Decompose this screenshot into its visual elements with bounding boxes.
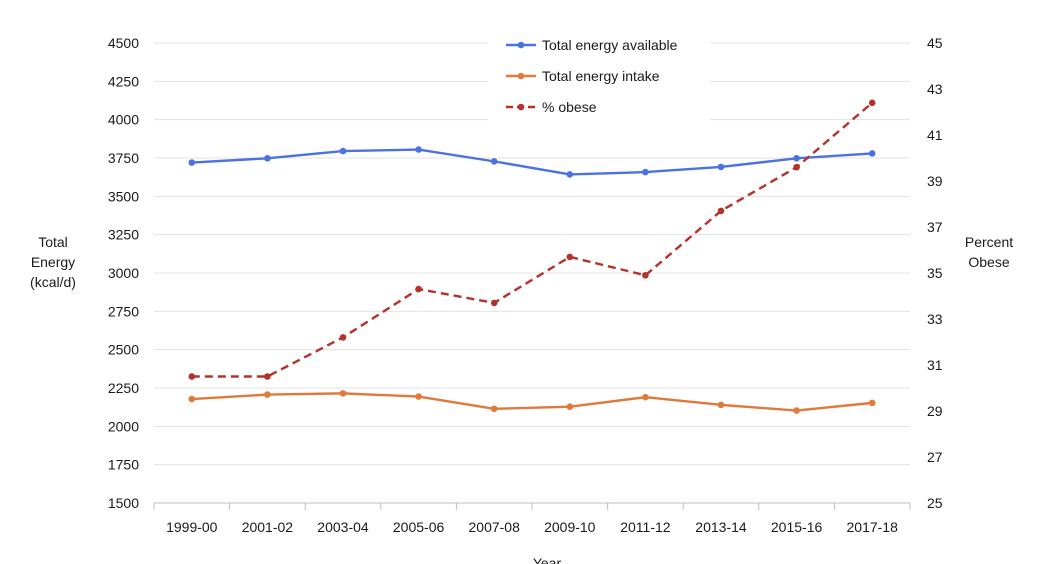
y-right-axis-title: Percent xyxy=(965,234,1013,250)
y-left-tick-label: 1500 xyxy=(108,495,139,511)
y-left-tick-label: 4250 xyxy=(108,73,139,89)
y-left-tick-label: 1750 xyxy=(108,457,139,473)
data-point xyxy=(793,163,800,171)
x-tick-label: 2015-16 xyxy=(771,519,823,535)
y-left-tick-label: 3500 xyxy=(108,188,139,204)
data-point xyxy=(264,391,271,398)
y-left-tick-label: 2000 xyxy=(108,418,139,434)
y-left-axis-title: Energy xyxy=(31,254,75,270)
axes: 1500 1750 2000 2250 2500 2750 3000 3250 3500 3750… xyxy=(108,35,943,535)
x-tick-label: 2001-02 xyxy=(242,519,294,535)
x-tick-label: 2011-12 xyxy=(620,519,671,535)
data-point xyxy=(339,147,347,155)
y-right-tick-label: 41 xyxy=(927,127,943,143)
data-point xyxy=(490,299,498,307)
data-point xyxy=(415,146,422,153)
data-point xyxy=(264,373,271,380)
x-axis-title: Year xyxy=(533,555,562,564)
data-point xyxy=(415,393,422,400)
x-tick-label: 2003-04 xyxy=(317,519,369,535)
legend: Total energy available Total energy intak… xyxy=(488,30,710,122)
data-point xyxy=(339,334,347,341)
x-tick-label: 2009-10 xyxy=(544,519,596,535)
y-left-tick-label: 2500 xyxy=(108,342,139,358)
data-point xyxy=(717,207,725,215)
data-point xyxy=(188,373,196,380)
y-right-tick-label: 27 xyxy=(927,449,943,465)
data-point xyxy=(717,401,725,409)
axis-titles: Total Energy (kcal/d) Percent Obese Year xyxy=(30,234,1013,564)
data-point xyxy=(490,158,498,165)
data-point xyxy=(566,171,574,178)
gridlines xyxy=(154,42,910,466)
y-left-tick-label: 2250 xyxy=(108,380,139,396)
y-right-tick-label: 31 xyxy=(927,357,943,373)
series-line xyxy=(191,148,873,176)
data-point xyxy=(188,159,196,166)
y-right-tick-label: 43 xyxy=(927,81,943,97)
data-point xyxy=(868,150,876,157)
y-right-tick-label: 25 xyxy=(927,495,943,511)
y-left-tick-label: 3250 xyxy=(108,227,139,243)
series xyxy=(188,99,876,414)
y-left-tick-label: 3000 xyxy=(108,265,139,281)
x-tick-label: 2013-14 xyxy=(695,519,747,535)
legend-swatch-marker xyxy=(517,41,525,49)
data-point xyxy=(566,403,574,411)
legend-label: Total energy available xyxy=(542,37,678,53)
legend-label: % obese xyxy=(542,99,597,115)
series-line xyxy=(191,101,873,378)
legend-swatch-marker xyxy=(517,72,525,80)
data-point xyxy=(642,168,649,176)
y-left-tick-label: 2750 xyxy=(108,303,139,319)
x-tick-label: 2017-18 xyxy=(847,519,899,535)
y-right-tick-label: 45 xyxy=(927,35,943,51)
data-point xyxy=(490,405,498,413)
legend-label: Total energy intake xyxy=(542,68,660,84)
y-right-tick-label: 39 xyxy=(927,173,943,189)
y-left-tick-label: 4000 xyxy=(108,112,139,128)
y-right-axis-title: Obese xyxy=(968,254,1009,270)
data-point xyxy=(642,272,649,279)
data-point xyxy=(793,155,800,162)
y-left-axis-title: Total xyxy=(38,234,68,250)
x-tick-label: 2005-06 xyxy=(393,519,445,535)
data-point xyxy=(717,163,725,171)
x-tick-label: 1999-00 xyxy=(166,519,218,535)
data-point xyxy=(188,395,196,403)
y-left-tick-label: 3750 xyxy=(108,150,139,166)
y-left-tick-label: 4500 xyxy=(108,35,139,51)
y-right-tick-label: 29 xyxy=(927,403,943,419)
data-point xyxy=(642,393,649,401)
x-tick-label: 2007-08 xyxy=(469,519,521,535)
data-point xyxy=(868,399,876,407)
data-point xyxy=(868,99,876,107)
data-point xyxy=(339,390,347,397)
legend-swatch-marker xyxy=(517,103,525,111)
data-point xyxy=(793,407,800,414)
data-point xyxy=(566,253,574,261)
y-right-tick-label: 37 xyxy=(927,219,943,235)
y-right-tick-label: 33 xyxy=(927,311,943,327)
y-right-tick-label: 35 xyxy=(927,265,943,281)
data-point xyxy=(264,155,271,162)
data-point xyxy=(415,285,422,293)
y-left-axis-title: (kcal/d) xyxy=(30,274,76,290)
series-line xyxy=(191,392,873,412)
